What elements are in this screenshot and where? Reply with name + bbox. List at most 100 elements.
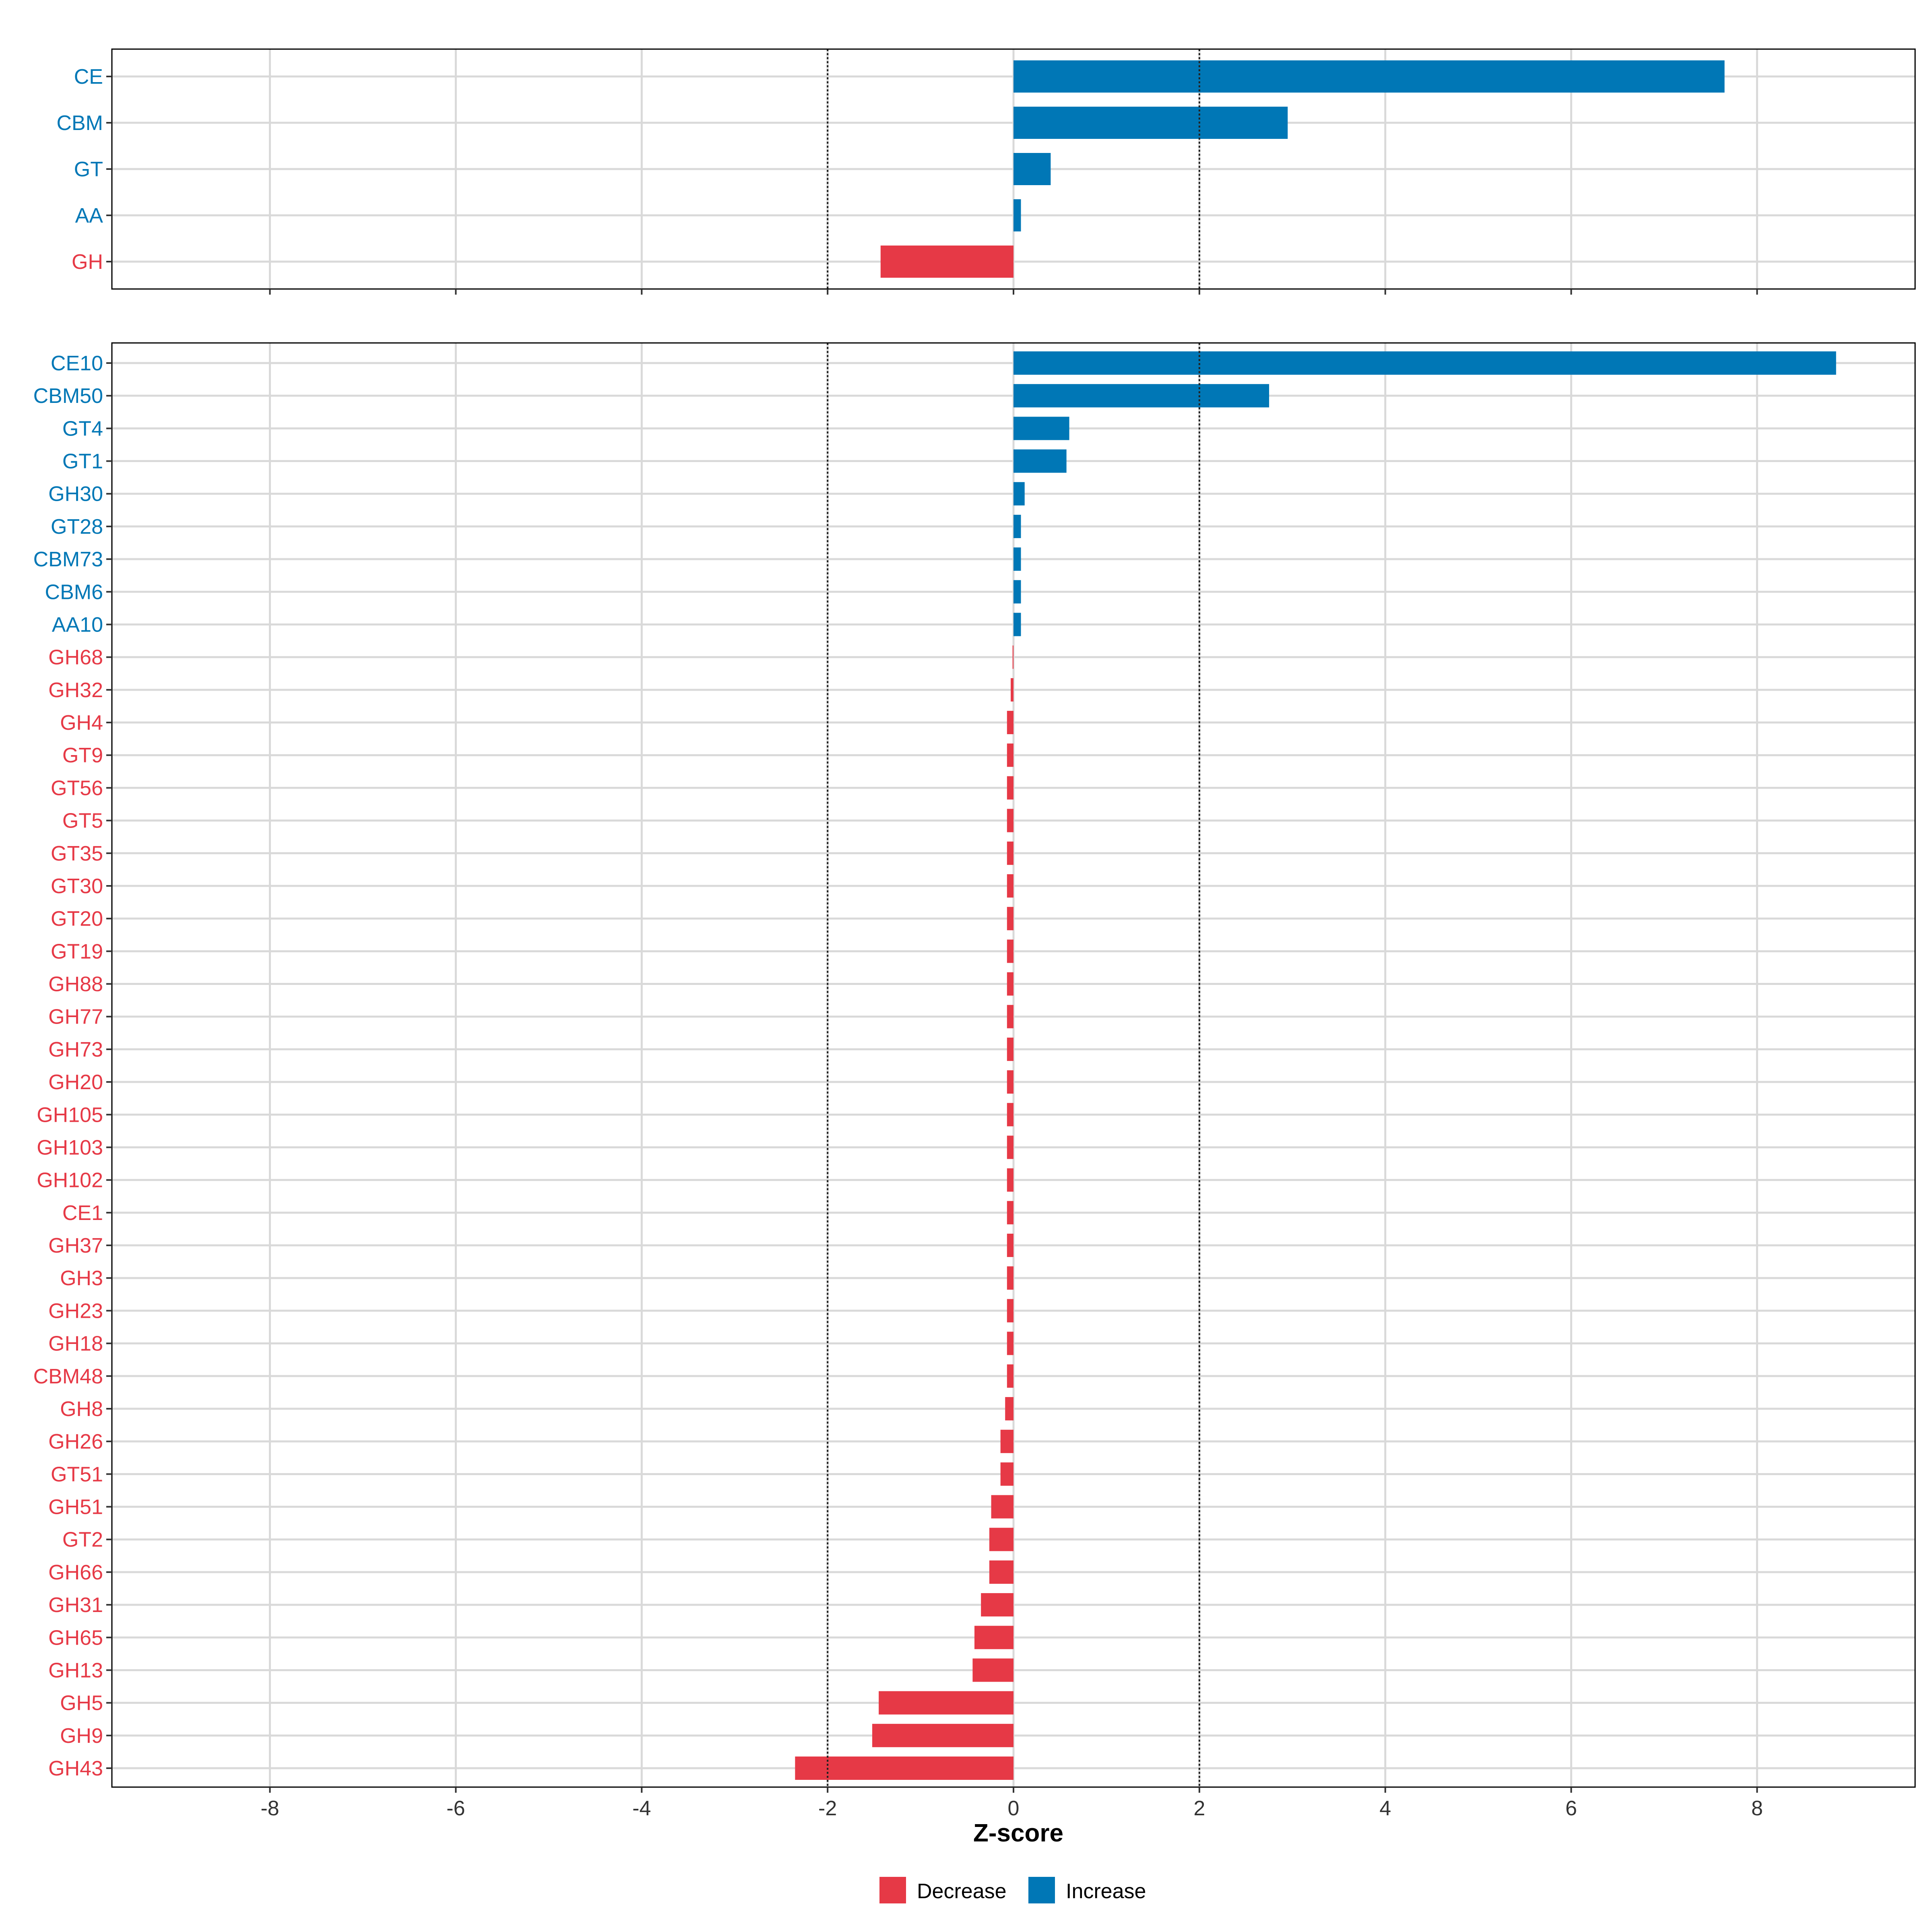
bar-GH20 [1007,1070,1013,1094]
category-label-GH3: GH3 [60,1267,103,1290]
bar-GT20 [1007,907,1013,931]
bar-GT56 [1007,776,1013,800]
bar-CE10 [1013,351,1836,375]
bar-GH3 [1007,1266,1013,1290]
bar-GH102 [1007,1168,1013,1192]
bar-CBM6 [1013,580,1021,604]
bar-GH8 [1005,1397,1013,1420]
bar-GT28 [1013,514,1021,538]
x-tick-label: -4 [632,1797,651,1820]
category-label-GH88: GH88 [48,973,103,996]
bar-GT51 [1000,1462,1013,1486]
bar-GH103 [1007,1135,1013,1159]
category-label-GH8: GH8 [60,1397,103,1421]
bar-GT30 [1007,874,1013,898]
category-label-GH65: GH65 [48,1626,103,1649]
category-label-CE1: CE1 [62,1201,103,1225]
x-tick-label: 8 [1751,1797,1763,1820]
category-label-GT56: GT56 [51,776,103,800]
category-label-GH32: GH32 [48,679,103,702]
x-tick-label: -6 [446,1797,465,1820]
legend: Decrease Increase [879,1877,1146,1903]
category-label-GH5: GH5 [60,1692,103,1715]
category-label-GH20: GH20 [48,1071,103,1094]
bar-GH31 [981,1593,1013,1617]
bar-GH37 [1007,1234,1013,1257]
x-tick-label: 0 [1008,1797,1020,1820]
bar-GH13 [972,1658,1013,1682]
category-label-CBM73: CBM73 [33,548,103,571]
bar-GH30 [1013,482,1025,506]
category-label-CE: CE [74,65,103,89]
bar-GT5 [1007,809,1013,832]
category-label-GH23: GH23 [48,1299,103,1323]
legend-swatch-decrease [879,1877,906,1903]
category-label-GH105: GH105 [37,1103,103,1127]
bar-CBM50 [1013,384,1269,408]
x-axis: -8 -6 -4 -2 0 2 4 6 8 [260,1797,1763,1820]
category-label-GT30: GT30 [51,875,103,898]
bar-CE1 [1007,1201,1013,1224]
bar-GH43 [795,1757,1013,1780]
category-label-GH26: GH26 [48,1430,103,1453]
category-label-GH: GH [72,250,103,274]
bar-GH77 [1007,1005,1013,1028]
category-label-GH77: GH77 [48,1005,103,1029]
x-tick-label: 4 [1379,1797,1391,1820]
bar-GT [1013,153,1051,185]
bar-GH4 [1007,711,1013,735]
bar-GH73 [1007,1037,1013,1061]
bar-AA [1013,199,1021,231]
bar-CE [1013,60,1725,93]
category-label-GT35: GT35 [51,842,103,865]
bar-GH26 [1000,1430,1013,1453]
bar-GH51 [991,1495,1013,1519]
bar-GH9 [872,1724,1013,1747]
bar-GH32 [1011,678,1013,702]
bar-CBM [1013,107,1288,139]
legend-label-increase: Increase [1066,1880,1146,1903]
bar-GT1 [1013,449,1067,473]
bar-GH [880,246,1013,278]
category-label-AA10: AA10 [52,613,103,636]
panel-class-level: CE CBM GT AA GH [56,48,1916,295]
category-label-GH18: GH18 [48,1332,103,1356]
category-label-GH30: GH30 [48,483,103,506]
bar-GT19 [1007,939,1013,963]
category-label-GH37: GH37 [48,1234,103,1257]
bar-CBM48 [1007,1364,1013,1388]
x-axis-title: Z-score [973,1819,1063,1847]
category-label-AA: AA [75,204,103,227]
bar-GH18 [1007,1331,1013,1355]
bar-GH66 [989,1560,1013,1584]
category-label-GH13: GH13 [48,1659,103,1682]
bar-CBM73 [1013,547,1021,571]
legend-label-decrease: Decrease [917,1880,1007,1903]
category-label-CBM50: CBM50 [33,384,103,408]
bar-GT9 [1007,743,1013,767]
bar-GH105 [1007,1103,1013,1127]
category-label-GH66: GH66 [48,1561,103,1584]
panel-family-level: CE10 CBM50 GT4 GT1 GH30 GT28 CBM73 CBM6 AA10 GH68… [33,342,1916,1793]
category-label-CBM48: CBM48 [33,1365,103,1388]
bar-GT4 [1013,417,1069,440]
bar-AA10 [1013,613,1021,636]
category-label-GH9: GH9 [60,1724,103,1748]
category-label-GT1: GT1 [62,450,103,473]
x-tick-label: -8 [260,1797,279,1820]
bar-GH65 [974,1626,1013,1649]
category-label-GH43: GH43 [48,1757,103,1780]
category-label-GH51: GH51 [48,1496,103,1519]
category-label-CE10: CE10 [51,352,103,375]
category-label-GT2: GT2 [62,1528,103,1552]
x-tick-label: 2 [1193,1797,1205,1820]
category-label-GT: GT [74,158,103,181]
category-label-GT20: GT20 [51,907,103,931]
legend-swatch-increase [1028,1877,1055,1903]
category-label-GH73: GH73 [48,1038,103,1061]
x-tick-label: 6 [1565,1797,1577,1820]
category-label-CBM: CBM [56,111,103,135]
category-label-GH31: GH31 [48,1593,103,1617]
category-label-GH103: GH103 [37,1136,103,1159]
